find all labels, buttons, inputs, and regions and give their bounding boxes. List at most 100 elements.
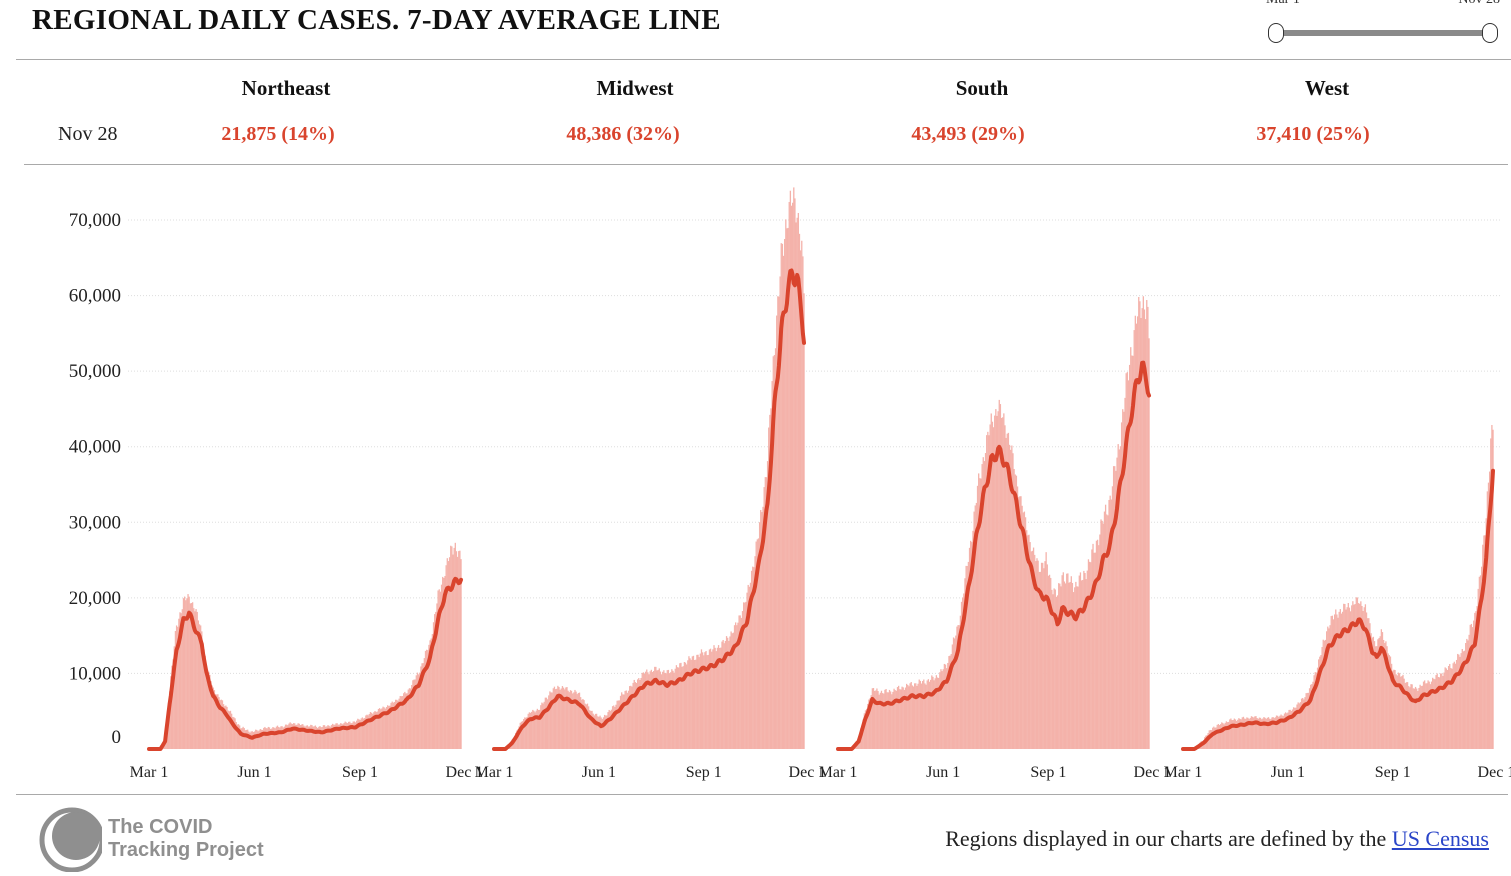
daily-case-bar	[924, 683, 926, 749]
daily-case-bar	[990, 413, 992, 749]
daily-case-bar	[610, 709, 613, 749]
daily-case-bar	[1063, 581, 1066, 749]
daily-case-bar	[282, 727, 284, 749]
x-tick-label: Mar 1	[475, 764, 514, 781]
daily-case-bar	[663, 670, 665, 749]
daily-case-bar	[1216, 724, 1218, 749]
daily-case-bar	[959, 615, 962, 749]
daily-case-bar	[362, 718, 365, 749]
daily-case-bar	[198, 624, 201, 749]
daily-case-bar	[1128, 364, 1131, 749]
daily-case-bar	[883, 693, 885, 749]
daily-case-bar	[1284, 712, 1287, 749]
daily-case-bar	[591, 710, 593, 749]
daily-case-bar	[1122, 409, 1124, 749]
daily-case-bar	[1418, 687, 1420, 749]
daily-case-bar	[621, 692, 623, 749]
daily-case-bar	[1107, 515, 1109, 749]
daily-case-bar	[976, 485, 979, 749]
daily-case-bar	[1365, 612, 1368, 749]
daily-case-bar	[290, 723, 292, 749]
daily-case-bar	[284, 724, 287, 749]
slider-start-handle[interactable]	[1268, 23, 1284, 43]
daily-case-bar	[251, 731, 253, 749]
daily-case-bar	[1075, 581, 1077, 749]
daily-case-bar	[369, 712, 372, 749]
daily-case-bar	[1078, 575, 1080, 749]
daily-case-bar	[1315, 672, 1318, 749]
daily-case-bar	[328, 725, 330, 749]
y-tick-label: 30,000	[69, 512, 121, 533]
daily-case-bar	[566, 687, 568, 749]
daily-case-bar	[1101, 520, 1103, 749]
daily-case-bar	[358, 719, 360, 749]
daily-case-bar	[1278, 716, 1280, 749]
us-census-link[interactable]: US Census	[1391, 826, 1489, 851]
x-tick-label: Sep 1	[1030, 764, 1066, 781]
daily-case-bar	[999, 404, 1002, 749]
daily-case-bar	[1225, 721, 1228, 749]
daily-case-bar	[1316, 667, 1319, 749]
daily-case-bar	[409, 688, 412, 749]
daily-case-bar	[350, 723, 352, 749]
daily-case-bar	[1127, 380, 1130, 749]
daily-case-bar	[884, 689, 886, 749]
daily-case-bar	[303, 725, 305, 749]
daily-case-bar	[194, 611, 196, 749]
daily-case-bar	[995, 409, 997, 749]
daily-case-bar	[208, 671, 210, 749]
daily-case-bar	[1134, 315, 1136, 749]
daily-case-bar	[1304, 697, 1306, 749]
daily-case-bar	[425, 649, 428, 749]
daily-case-bar	[1363, 607, 1365, 749]
daily-case-bar	[431, 634, 434, 749]
slider-end-handle[interactable]	[1482, 23, 1498, 43]
daily-case-bar	[1209, 730, 1212, 749]
daily-case-bar	[1266, 717, 1269, 749]
daily-case-bar	[1406, 682, 1409, 749]
daily-case-bar	[318, 726, 320, 749]
daily-case-bar	[1341, 611, 1344, 749]
daily-case-bar	[709, 648, 712, 749]
daily-case-bar	[1233, 718, 1235, 749]
daily-case-bar	[1135, 323, 1138, 749]
daily-case-bar	[450, 545, 452, 749]
daily-case-bar	[239, 725, 241, 749]
daily-case-bar	[918, 679, 920, 749]
daily-case-bar	[1027, 535, 1029, 749]
daily-case-bar	[179, 612, 181, 749]
daily-case-bar	[1353, 604, 1355, 749]
daily-case-bar	[439, 591, 442, 749]
daily-case-bar	[1238, 718, 1240, 749]
daily-case-bar	[1013, 468, 1015, 749]
daily-case-bar	[1018, 497, 1020, 749]
daily-case-bar	[643, 673, 646, 749]
daily-case-bar	[747, 584, 749, 749]
covid-tracking-project-logo[interactable]: The COVID Tracking Project	[38, 806, 298, 872]
seven-day-average-line	[147, 576, 463, 751]
daily-case-bar	[862, 719, 864, 749]
daily-case-bar	[296, 724, 298, 749]
daily-case-bar	[1281, 715, 1283, 749]
daily-case-bar	[538, 709, 541, 749]
x-tick-label: Dec 1	[789, 764, 827, 781]
daily-case-bar	[728, 640, 730, 749]
daily-case-bar	[865, 708, 868, 749]
daily-case-bar	[624, 690, 626, 749]
daily-case-bar	[660, 674, 663, 749]
daily-case-bar	[1438, 677, 1441, 749]
daily-case-bar	[781, 243, 784, 749]
daily-case-bar	[1237, 719, 1239, 749]
daily-case-bar	[1346, 607, 1348, 749]
daily-case-bar	[1372, 636, 1375, 749]
daily-case-bar	[658, 668, 660, 749]
daily-case-bar	[315, 726, 318, 749]
daily-case-bar	[1475, 611, 1477, 749]
daily-case-bar	[1335, 609, 1337, 749]
daily-case-bar	[711, 651, 713, 749]
daily-case-bar	[640, 677, 642, 749]
daily-case-bar	[459, 550, 461, 749]
slider-track[interactable]	[1276, 30, 1490, 36]
daily-case-bar	[1483, 535, 1485, 749]
date-range-slider[interactable]: Mar 1 Nov 28	[1262, 0, 1502, 48]
